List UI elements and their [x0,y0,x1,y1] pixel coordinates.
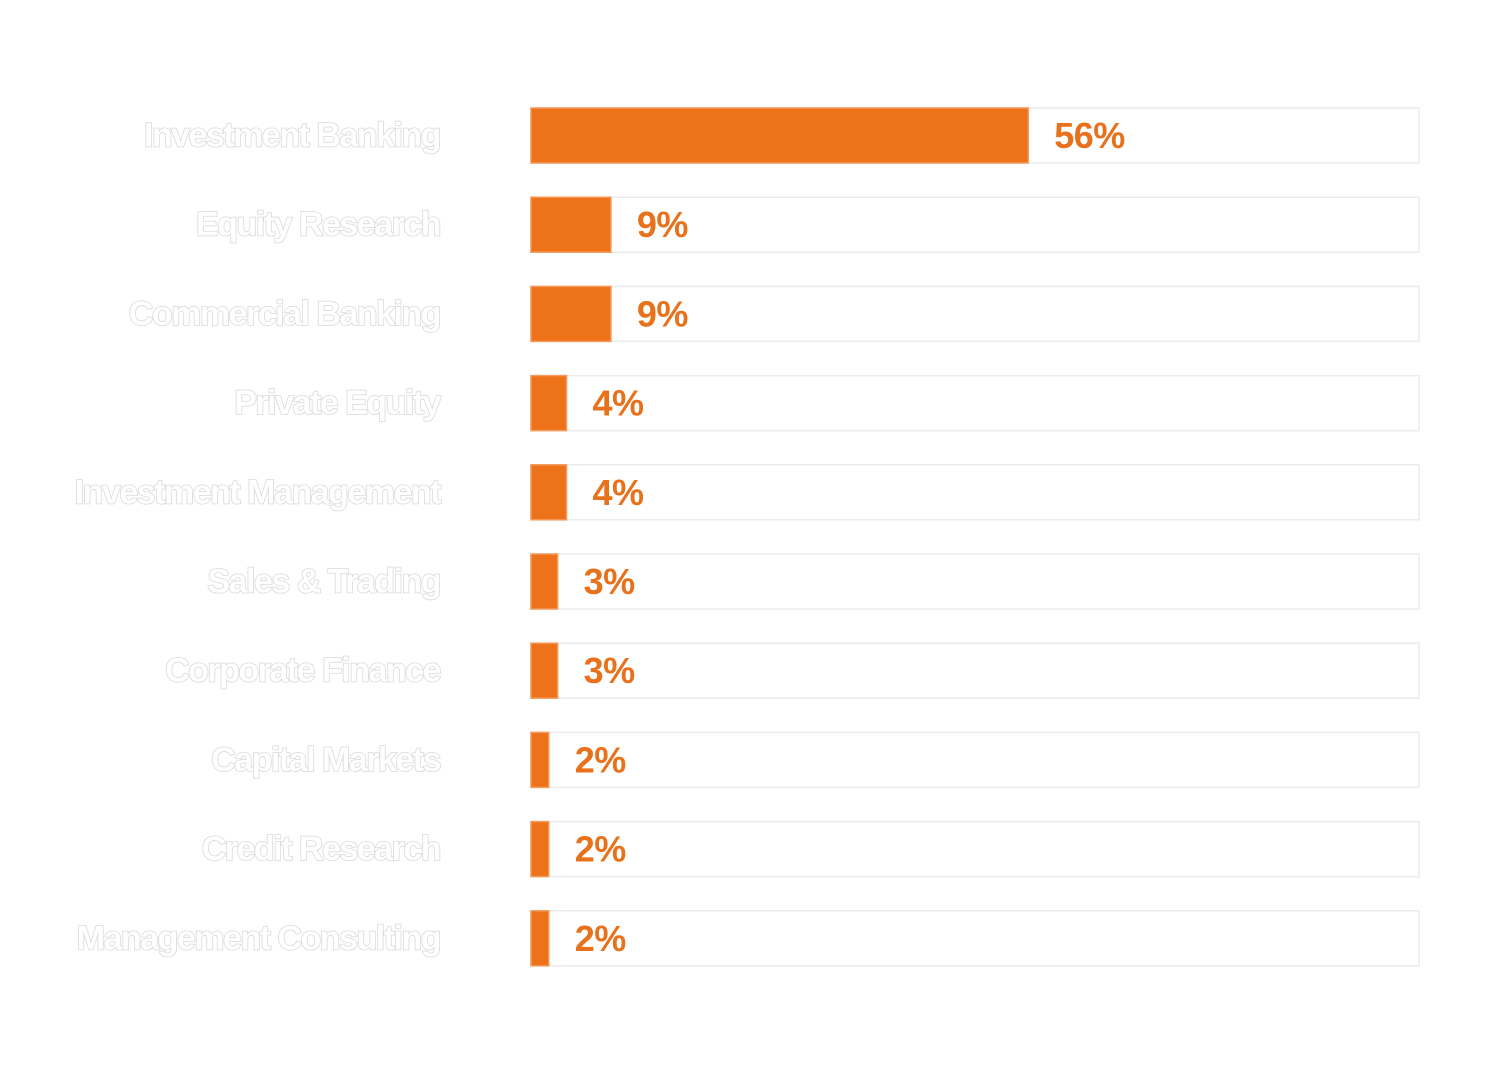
bar-track [530,285,1420,343]
category-label: Commercial Banking [129,295,440,333]
bar-row: Equity Research 9% [195,196,1420,253]
bar-track [530,374,1420,432]
bar [530,731,550,789]
bar-track [530,910,1420,967]
category-label: Credit Research [202,830,440,868]
category-label: Equity Research [196,206,440,244]
bar-track [530,553,1420,610]
category-label: Sales & Trading [207,563,440,601]
bar-track [530,820,1420,878]
value-label: 9% [637,204,689,245]
category-label: Management Consulting [77,919,440,957]
value-label: 2% [575,739,627,780]
bar [530,285,612,343]
value-label: 9% [637,293,689,334]
value-label: 2% [575,829,627,870]
bar [530,642,559,699]
bar [530,910,550,967]
bar-track [530,196,1420,253]
category-label: Investment Management [75,473,441,511]
bar-track [530,642,1420,699]
bar-row: Corporate Finance 3% [164,642,1420,699]
bar-row: Capital Markets 2% [210,731,1420,789]
bar [530,196,612,253]
bar-row: Management Consulting 2% [76,910,1420,967]
value-label: 3% [584,561,636,602]
bar-row: Investment Banking 56% [143,107,1420,164]
bar-row: Sales & Trading 3% [207,553,1420,610]
bar-row: Investment Management 4% [74,464,1420,521]
value-label: 4% [593,472,645,513]
value-label: 2% [575,918,627,959]
bar [530,107,1030,164]
bar-track [530,731,1420,789]
category-label: Corporate Finance [165,652,440,690]
bar [530,820,550,878]
category-label: Investment Banking [144,117,440,155]
bar-row: Private Equity 4% [233,374,1420,432]
bar-row: Credit Research 2% [201,820,1420,878]
bar [530,553,559,610]
category-label: Capital Markets [211,741,440,779]
value-label: 56% [1054,115,1125,156]
bar [530,464,568,521]
bar-track [530,464,1420,521]
bar [530,374,568,432]
value-label: 3% [584,650,636,691]
value-label: 4% [593,383,645,424]
category-label: Private Equity [234,384,441,422]
bar-row: Commercial Banking 9% [128,285,1420,343]
